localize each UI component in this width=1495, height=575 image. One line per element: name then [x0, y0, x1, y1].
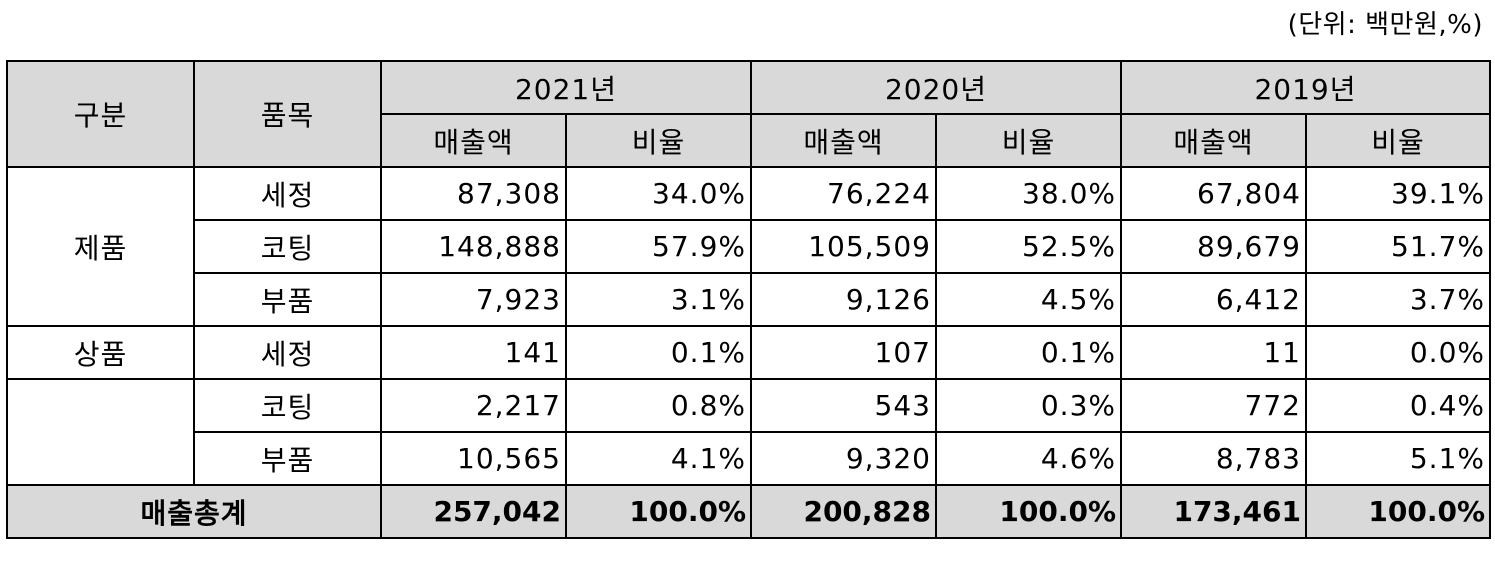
sales-cell: 9,126 [750, 272, 937, 327]
item-label: 세정 [193, 166, 382, 221]
ratio-cell: 3.7% [1305, 272, 1491, 327]
ratio-cell: 5.1% [1305, 431, 1491, 486]
sales-cell: 7,923 [380, 272, 567, 327]
sales-cell: 87,308 [380, 166, 567, 221]
total-label: 매출총계 [6, 484, 382, 539]
sales-cell: 76,224 [750, 166, 937, 221]
sales-cell: 8,783 [1120, 431, 1307, 486]
header-year-2020: 2020년 [750, 60, 1122, 115]
sales-cell: 105,509 [750, 219, 937, 274]
header-ratio: 비율 [1305, 113, 1491, 168]
ratio-cell: 4.1% [565, 431, 752, 486]
total-ratio-cell: 100.0% [935, 484, 1122, 539]
item-label: 부품 [193, 272, 382, 327]
sales-cell: 67,804 [1120, 166, 1307, 221]
ratio-cell: 0.4% [1305, 378, 1491, 433]
header-ratio: 비율 [565, 113, 752, 168]
sales-table: 구분 품목 2021년 2020년 2019년 매출액 비율 매출액 비율 매출… [6, 60, 1491, 539]
total-row: 매출총계 257,042 100.0% 200,828 100.0% 173,4… [6, 484, 1491, 539]
item-label: 코팅 [193, 219, 382, 274]
header-year-2021: 2021년 [380, 60, 752, 115]
total-sales-cell: 257,042 [380, 484, 567, 539]
ratio-cell: 38.0% [935, 166, 1122, 221]
ratio-cell: 52.5% [935, 219, 1122, 274]
group-label: 제품 [6, 166, 195, 327]
table-row: 상품 세정 141 0.1% 107 0.1% 11 0.0% [6, 325, 1491, 380]
header-item: 품목 [193, 60, 382, 168]
sales-cell: 2,217 [380, 378, 567, 433]
sales-cell: 543 [750, 378, 937, 433]
table-row: 부품 7,923 3.1% 9,126 4.5% 6,412 3.7% [7, 272, 1491, 327]
sales-cell: 6,412 [1120, 272, 1307, 327]
sales-cell: 11 [1120, 325, 1307, 380]
sales-cell: 89,679 [1120, 219, 1307, 274]
header-sales: 매출액 [750, 113, 937, 168]
ratio-cell: 34.0% [565, 166, 752, 221]
total-ratio-cell: 100.0% [565, 484, 752, 539]
ratio-cell: 4.6% [935, 431, 1122, 486]
ratio-cell: 0.1% [935, 325, 1122, 380]
ratio-cell: 0.3% [935, 378, 1122, 433]
header-category: 구분 [6, 60, 195, 168]
ratio-cell: 0.8% [565, 378, 752, 433]
ratio-cell: 0.0% [1305, 325, 1491, 380]
header-sales: 매출액 [380, 113, 567, 168]
sales-cell: 141 [380, 325, 567, 380]
group-label: 상품 [6, 325, 195, 380]
table-row: 코팅 148,888 57.9% 105,509 52.5% 89,679 51… [7, 219, 1491, 274]
item-label: 코팅 [193, 378, 382, 433]
header-ratio: 비율 [935, 113, 1122, 168]
sales-cell: 10,565 [380, 431, 567, 486]
item-label: 부품 [193, 431, 382, 486]
total-ratio-cell: 100.0% [1305, 484, 1491, 539]
total-sales-cell: 173,461 [1120, 484, 1307, 539]
table-row: 부품 10,565 4.1% 9,320 4.6% 8,783 5.1% [7, 431, 1491, 486]
header-sales: 매출액 [1120, 113, 1307, 168]
table-row: 제품 세정 87,308 34.0% 76,224 38.0% 67,804 3… [6, 166, 1491, 327]
item-label: 세정 [193, 325, 382, 380]
ratio-cell: 39.1% [1305, 166, 1491, 221]
header-year-2019: 2019년 [1120, 60, 1491, 115]
ratio-cell: 57.9% [565, 219, 752, 274]
table-row: 코팅 2,217 0.8% 543 0.3% 772 0.4% [6, 378, 1491, 486]
total-sales-cell: 200,828 [750, 484, 937, 539]
ratio-cell: 51.7% [1305, 219, 1491, 274]
sales-cell: 772 [1120, 378, 1307, 433]
sales-cell: 148,888 [380, 219, 567, 274]
sales-cell: 107 [750, 325, 937, 380]
unit-note: (단위: 백만원,%) [1287, 10, 1483, 40]
group-label-empty [6, 378, 195, 486]
ratio-cell: 3.1% [565, 272, 752, 327]
sales-cell: 9,320 [750, 431, 937, 486]
ratio-cell: 4.5% [935, 272, 1122, 327]
ratio-cell: 0.1% [565, 325, 752, 380]
